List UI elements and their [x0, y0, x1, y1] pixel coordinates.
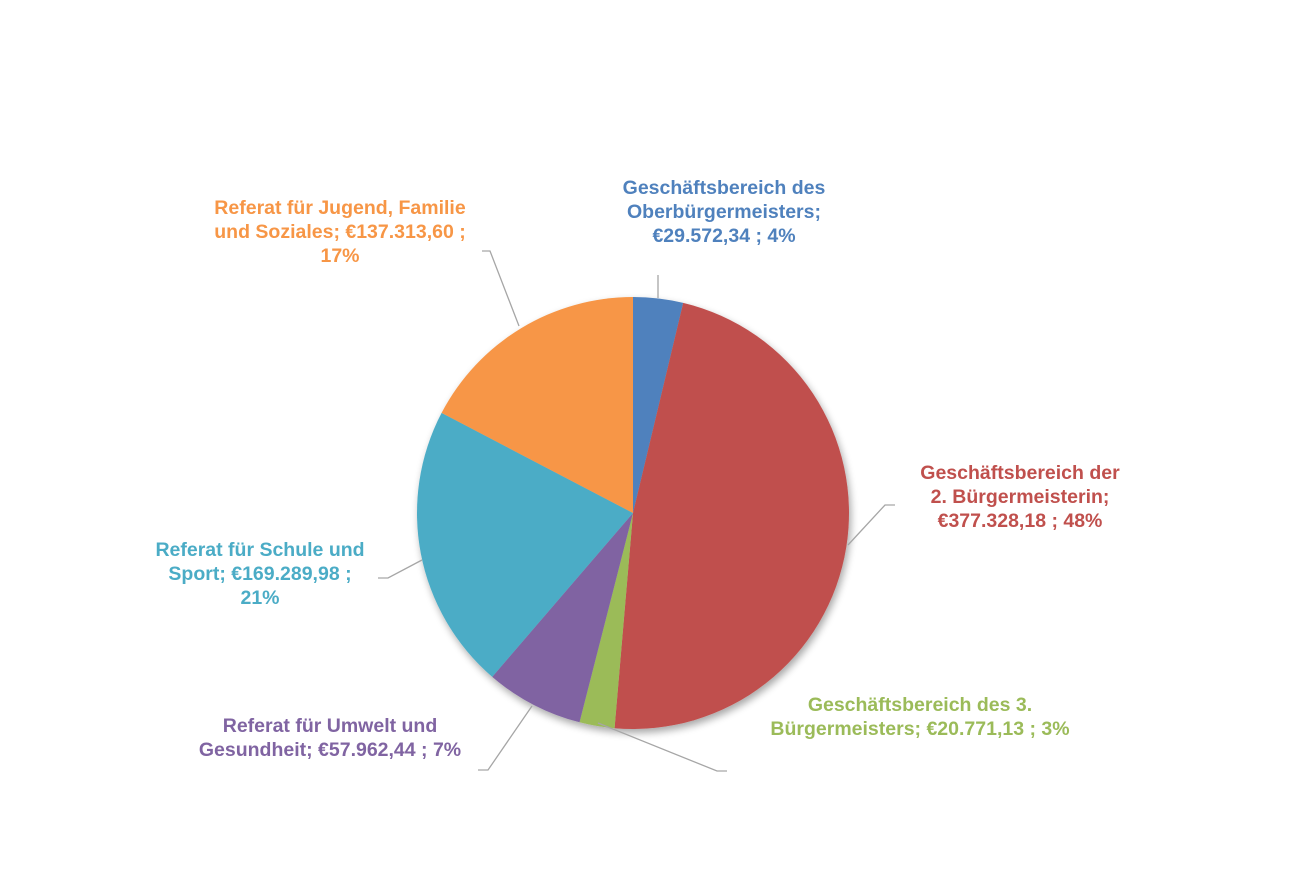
- slice-oberbuergermeister: [633, 297, 684, 513]
- leader-line-red: [847, 504, 895, 546]
- slice-3-buergermeister: [579, 513, 633, 729]
- leader-line-purple: [478, 705, 533, 771]
- data-label-jugend-familie-soziales: Referat für Jugend, Familie und Soziales…: [214, 197, 466, 267]
- leader-line-orange: [482, 250, 520, 327]
- slice-2-buergermeisterin: [614, 302, 849, 729]
- data-label-schule-sport: Referat für Schule und Sport; €169.289,9…: [155, 539, 365, 609]
- slice-jugend-familie-soziales: [441, 297, 633, 513]
- slice-schule-sport: [417, 412, 633, 677]
- leader-lines: [378, 250, 895, 772]
- data-label-2-buergermeisterin: Geschäftsbereich der 2. Bürgermeisterin;…: [920, 462, 1120, 532]
- data-label-oberbuergermeister: Geschäftsbereich des Oberbürgermeisters;…: [622, 177, 826, 247]
- data-label-umwelt-gesundheit: Referat für Umwelt und Gesundheit; €57.9…: [198, 715, 462, 761]
- slice-umwelt-gesundheit: [492, 513, 633, 723]
- data-label-3-buergermeister: Geschäftsbereich des 3. Bürgermeisters; …: [770, 694, 1070, 740]
- leader-line-teal: [378, 559, 423, 579]
- pie-slices: [417, 297, 849, 729]
- leader-line-green: [597, 722, 727, 772]
